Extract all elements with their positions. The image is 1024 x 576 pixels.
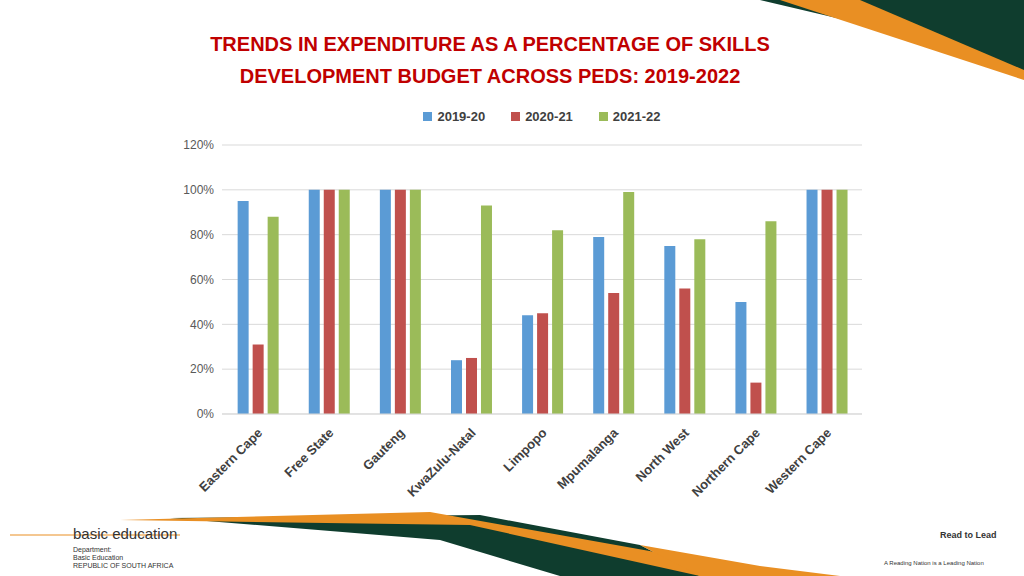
html-text:REPUBLIC OF SOUTH AFRICA: REPUBLIC OF SOUTH AFRICA xyxy=(73,562,174,569)
svg-text:North West: North West xyxy=(633,425,693,485)
html-text:Department:: Department: xyxy=(73,546,112,553)
html-text:2019-20: 2019-20 xyxy=(437,109,486,124)
html-text:Read to Lead: Read to Lead xyxy=(940,530,997,540)
svg-text:Western Cape: Western Cape xyxy=(762,425,834,497)
svg-text:100%: 100% xyxy=(183,183,214,197)
svg-text:80%: 80% xyxy=(190,228,214,242)
html-text:Basic Education: Basic Education xyxy=(73,554,124,561)
svg-text:40%: 40% xyxy=(190,318,214,332)
svg-text:Gauteng: Gauteng xyxy=(360,425,408,473)
svg-text:Limpopo: Limpopo xyxy=(500,425,549,474)
html-text:DEVELOPMENT BUDGET ACROSS PEDS: DEVELOPMENT BUDGET ACROSS PEDS: 2019-202… xyxy=(239,65,741,87)
svg-text:KwaZulu-Natal: KwaZulu-Natal xyxy=(404,425,478,499)
html-text:2020-21: 2020-21 xyxy=(525,109,573,124)
svg-text:0%: 0% xyxy=(197,407,215,421)
svg-text:Mpumalanga: Mpumalanga xyxy=(554,425,621,492)
html-text:A Reading Nation is a Leading: A Reading Nation is a Leading Nation xyxy=(884,560,984,566)
html-text:TRENDS IN EXPENDITURE AS A PER: TRENDS IN EXPENDITURE AS A PERCENTAGE OF… xyxy=(210,33,770,55)
html-text:2021-22: 2021-22 xyxy=(612,109,661,124)
svg-text:Free State: Free State xyxy=(281,425,336,480)
svg-text:60%: 60% xyxy=(190,273,214,287)
svg-text:Eastern Cape: Eastern Cape xyxy=(196,425,265,494)
svg-text:Northern Cape: Northern Cape xyxy=(689,425,763,499)
svg-text:120%: 120% xyxy=(183,138,214,152)
html-text:basic education: basic education xyxy=(73,525,178,542)
svg-text:20%: 20% xyxy=(190,362,214,376)
